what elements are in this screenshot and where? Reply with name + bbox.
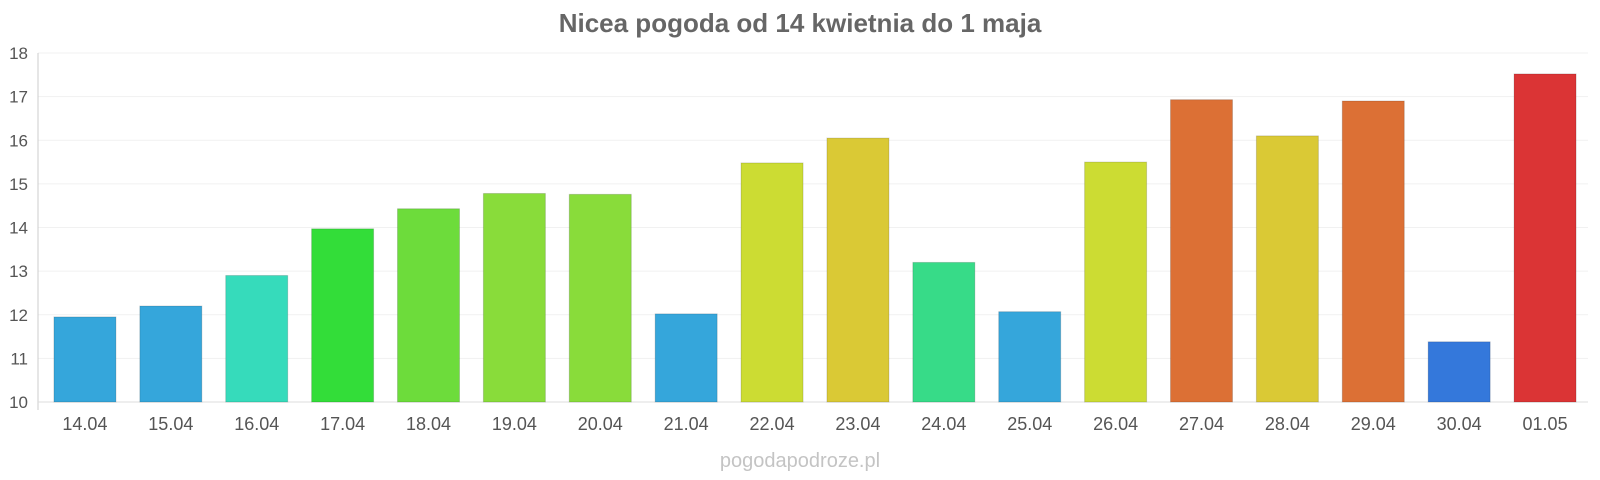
- y-tick-label: 15: [9, 175, 28, 194]
- x-tick-label: 28.04: [1265, 414, 1310, 434]
- bar-23.04[interactable]: [826, 137, 890, 403]
- bar-18.04[interactable]: [397, 208, 460, 403]
- bar-15.04[interactable]: [139, 305, 203, 403]
- bar-16.04[interactable]: [225, 274, 289, 403]
- x-tick-label: 16.04: [234, 414, 279, 434]
- y-tick-label: 10: [9, 393, 28, 412]
- bar-27.04[interactable]: [1170, 99, 1233, 403]
- bar-22.04[interactable]: [740, 162, 804, 403]
- x-tick-label: 17.04: [320, 414, 365, 434]
- bars: [53, 73, 1577, 403]
- bar-17.04[interactable]: [311, 228, 375, 403]
- y-tick-label: 16: [9, 131, 28, 150]
- watermark: pogodapodroze.pl: [720, 450, 880, 472]
- x-tick-label: 22.04: [750, 414, 795, 434]
- y-tick-label: 12: [9, 306, 28, 325]
- bar-19.04[interactable]: [482, 192, 546, 403]
- bar-21.04[interactable]: [654, 313, 718, 403]
- x-tick-label: 18.04: [406, 414, 451, 434]
- bar-14.04[interactable]: [53, 316, 117, 403]
- bar-28.04[interactable]: [1255, 135, 1319, 403]
- x-tick-label: 30.04: [1437, 414, 1482, 434]
- y-tick-label: 17: [9, 88, 28, 107]
- y-axis: 10 11 12 13 14 15 16 17 18: [9, 44, 28, 412]
- y-tick-label: 11: [10, 349, 28, 368]
- bar-29.04[interactable]: [1341, 100, 1405, 403]
- x-tick-label: 20.04: [578, 414, 623, 434]
- bar-01.05[interactable]: [1513, 73, 1577, 403]
- x-tick-label: 01.05: [1523, 414, 1568, 434]
- x-tick-label: 23.04: [835, 414, 880, 434]
- x-tick-label: 29.04: [1351, 414, 1396, 434]
- x-tick-label: 26.04: [1093, 414, 1138, 434]
- grid-lines: [38, 52, 1588, 403]
- x-tick-label: 25.04: [1007, 414, 1052, 434]
- x-tick-label: 24.04: [921, 414, 966, 434]
- x-tick-label: 27.04: [1179, 414, 1224, 434]
- bar-25.04[interactable]: [998, 311, 1062, 403]
- x-tick-label: 14.04: [62, 414, 107, 434]
- chart-title: Nicea pogoda od 14 kwietnia do 1 maja: [559, 8, 1042, 38]
- bar-24.04[interactable]: [912, 261, 976, 403]
- y-tick-label: 14: [9, 219, 28, 238]
- y-tick-label: 18: [9, 44, 28, 63]
- x-axis: 14.04 15.04 16.04 17.04 18.04 19.04 20.04 21.04…: [62, 414, 1567, 434]
- y-tick-label: 13: [9, 262, 28, 281]
- x-tick-label: 19.04: [492, 414, 537, 434]
- bar-30.04[interactable]: [1427, 341, 1491, 403]
- x-tick-label: 15.04: [148, 414, 193, 434]
- bar-26.04[interactable]: [1084, 161, 1148, 403]
- bar-20.04[interactable]: [568, 193, 632, 403]
- x-tick-label: 21.04: [664, 414, 709, 434]
